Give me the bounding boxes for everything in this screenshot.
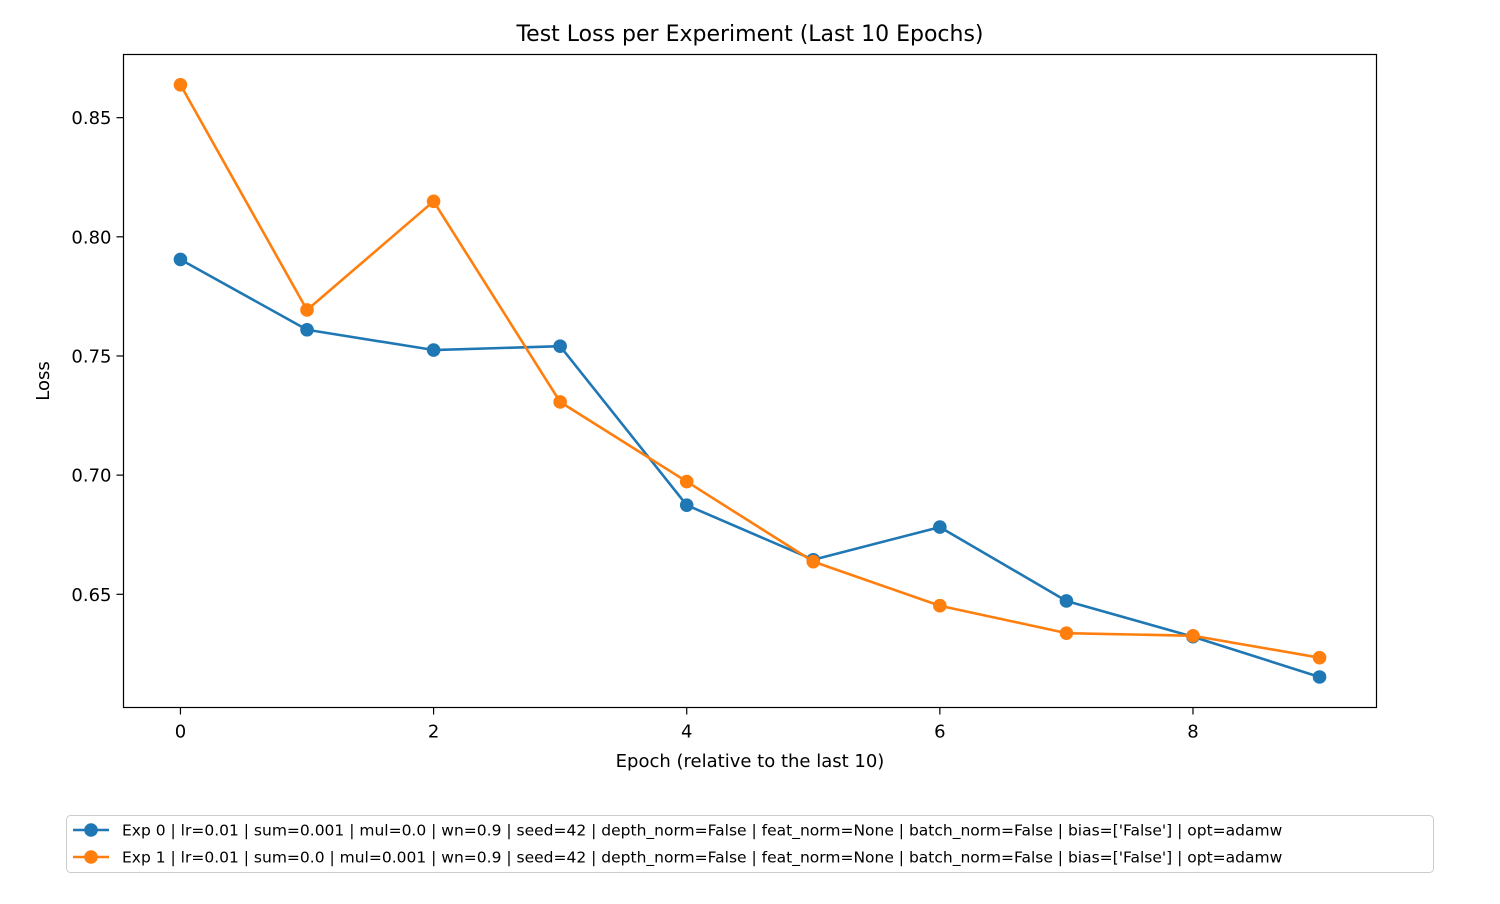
series-line (179, 83, 1321, 659)
legend-entry: Exp 1 | lr=0.01 | sum=0.0 | mul=0.001 | … (73, 849, 1283, 868)
x-tick-label: 4 (681, 722, 692, 743)
data-point (933, 598, 947, 613)
data-point (1312, 650, 1327, 665)
y-tick-label: 0.70 (71, 466, 111, 487)
data-point (173, 252, 188, 267)
x-tick-label: 0 (175, 722, 186, 743)
data-point (679, 498, 694, 512)
data-point (1186, 628, 1200, 643)
data-point (553, 395, 567, 409)
legend-entries: Exp 0 | lr=0.01 | sum=0.001 | mul=0.0 | … (73, 822, 1283, 868)
legend-box (66, 815, 1434, 873)
data-point (426, 194, 441, 209)
data-point (173, 77, 188, 92)
legend: Exp 0 | lr=0.01 | sum=0.001 | mul=0.0 | … (66, 815, 1434, 873)
y-axis-label: Loss (33, 361, 54, 400)
y-tick-label: 0.85 (71, 108, 111, 129)
legend-marker-swatch (84, 850, 98, 864)
x-tick-label: 8 (1187, 722, 1198, 743)
data-point (553, 339, 567, 354)
legend-label: Exp 1 | lr=0.01 | sum=0.0 | mul=0.001 | … (122, 849, 1283, 868)
data-point (300, 303, 314, 317)
y-axis-ticks: 0.65 0.70 0.75 0.80 0.85 (71, 108, 124, 606)
y-tick-label: 0.80 (71, 227, 111, 248)
series-1 (173, 77, 1327, 665)
x-tick-label: 2 (428, 722, 439, 743)
chart-title: Test Loss per Experiment (Last 10 Epochs… (515, 22, 983, 47)
data-point (679, 474, 694, 489)
data-point (806, 554, 821, 569)
legend-label: Exp 0 | lr=0.01 | sum=0.001 | mul=0.0 | … (122, 822, 1283, 841)
data-point (1059, 626, 1074, 640)
data-point (426, 343, 441, 357)
legend-marker-swatch (84, 823, 98, 837)
series-0 (173, 252, 1327, 684)
data-point (1312, 670, 1327, 684)
x-tick-label: 6 (934, 722, 945, 743)
series-layer (173, 77, 1327, 684)
legend-entry: Exp 0 | lr=0.01 | sum=0.001 | mul=0.0 | … (73, 822, 1283, 841)
data-point (1059, 594, 1074, 608)
x-axis-label: Epoch (relative to the last 10) (616, 751, 885, 772)
plot-frame (122, 53, 1378, 709)
y-tick-label: 0.65 (71, 585, 111, 606)
series-line (179, 258, 1321, 679)
data-point (933, 520, 947, 534)
data-point (300, 322, 314, 337)
y-tick-label: 0.75 (71, 346, 111, 367)
x-axis-ticks: 0 2 4 6 8 (175, 707, 1199, 743)
